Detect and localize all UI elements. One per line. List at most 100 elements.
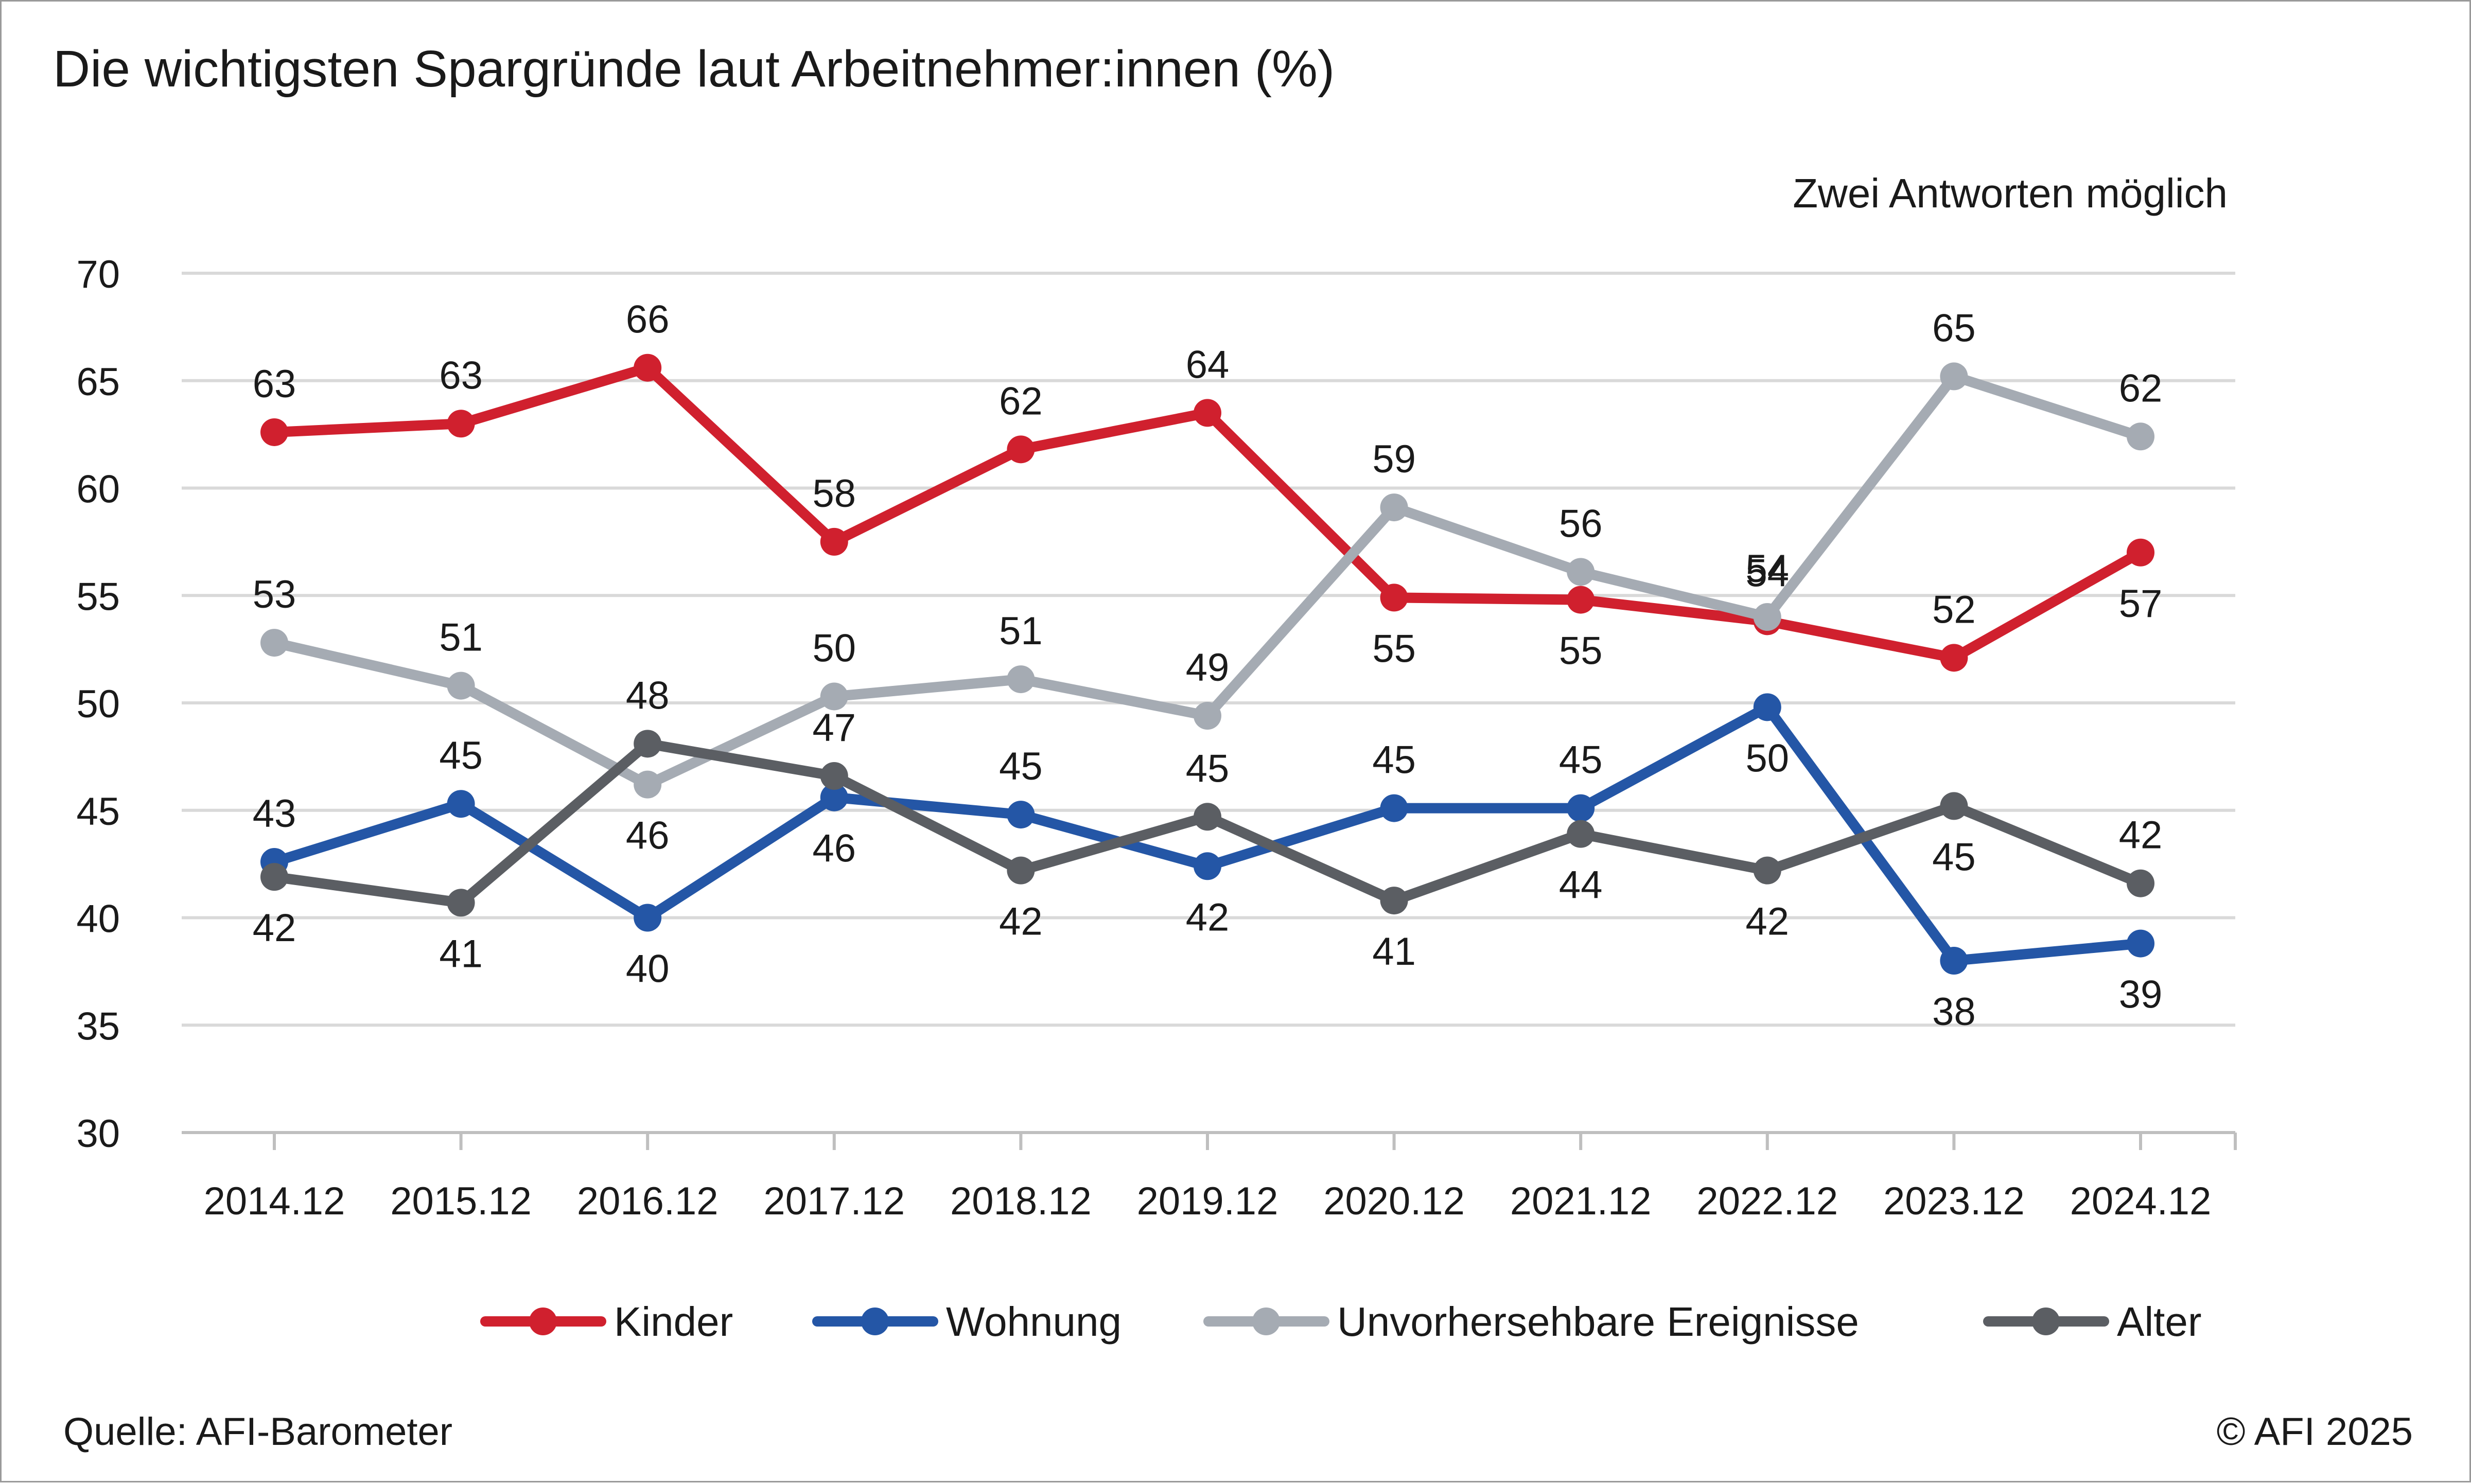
point-alter-2014.12 — [260, 863, 288, 891]
x-axis: 2014.12 2015.12 2016.12 2017.12 2018.12 2019.… — [182, 1131, 2237, 1223]
data-label-unvorhersehbare-ereignisse-2019.12: 49 — [1186, 646, 1230, 690]
x-tick-label-2017.12: 2017.12 — [763, 1179, 905, 1223]
point-kinder-2016.12 — [634, 354, 662, 382]
data-label-alter-2018.12: 42 — [999, 900, 1043, 944]
point-unvorhersehbare-ereignisse-2023.12 — [1940, 362, 1968, 391]
x-tick-label-2020.12: 2020.12 — [1323, 1179, 1465, 1223]
series-points — [260, 354, 2154, 975]
point-kinder-2021.12 — [1567, 586, 1595, 614]
data-label-wohnung-2021.12: 45 — [1559, 738, 1603, 782]
y-tick-label-70: 70 — [76, 253, 120, 296]
data-label-wohnung-2022.12: 50 — [1746, 736, 1790, 780]
point-kinder-2019.12 — [1194, 399, 1221, 427]
data-label-kinder-2020.12: 55 — [1372, 627, 1416, 670]
point-unvorhersehbare-ereignisse-2021.12 — [1567, 558, 1595, 586]
point-alter-2024.12 — [2127, 869, 2154, 897]
point-unvorhersehbare-ereignisse-2014.12 — [260, 629, 288, 657]
y-tick-label-60: 60 — [76, 468, 120, 511]
data-label-unvorhersehbare-ereignisse-2018.12: 51 — [999, 609, 1043, 653]
data-label-wohnung-2018.12: 45 — [999, 745, 1043, 788]
data-label-unvorhersehbare-ereignisse-2014.12: 53 — [253, 573, 296, 616]
legend-marker-alter — [2032, 1308, 2060, 1335]
data-label-wohnung-2023.12: 38 — [1932, 990, 1976, 1034]
legend-label-unvorhersehbare-ereignisse: Unvorhersehbare Ereignisse — [1337, 1299, 1859, 1345]
data-label-alter-2021.12: 44 — [1559, 863, 1603, 907]
x-tick-label-2021.12: 2021.12 — [1510, 1179, 1652, 1223]
point-unvorhersehbare-ereignisse-2022.12 — [1753, 603, 1781, 631]
data-label-kinder-2018.12: 62 — [999, 379, 1043, 423]
data-label-alter-2017.12: 47 — [813, 706, 856, 750]
point-alter-2020.12 — [1380, 887, 1408, 915]
data-label-kinder-2022.12: 54 — [1746, 551, 1790, 595]
point-unvorhersehbare-ereignisse-2020.12 — [1380, 493, 1408, 522]
x-tick-label-2024.12: 2024.12 — [2070, 1179, 2212, 1223]
point-alter-2016.12 — [634, 730, 662, 758]
x-tick-label-2022.12: 2022.12 — [1696, 1179, 1838, 1223]
data-label-alter-2016.12: 48 — [626, 674, 670, 717]
data-label-unvorhersehbare-ereignisse-2015.12: 51 — [439, 616, 483, 660]
point-alter-2017.12 — [820, 762, 848, 790]
data-label-alter-2022.12: 42 — [1746, 900, 1790, 944]
data-label-kinder-2017.12: 58 — [813, 472, 856, 516]
y-tick-label-50: 50 — [76, 682, 120, 726]
x-tick-label-2014.12: 2014.12 — [204, 1179, 345, 1223]
copyright-note: © AFI 2025 — [2217, 1410, 2413, 1454]
point-alter-2018.12 — [1007, 856, 1035, 885]
data-label-wohnung-2017.12: 46 — [813, 827, 856, 871]
point-kinder-2023.12 — [1940, 644, 1968, 672]
point-kinder-2018.12 — [1007, 435, 1035, 464]
point-kinder-2024.12 — [2127, 538, 2154, 567]
chart-subtitle: Zwei Antworten möglich — [1793, 170, 2228, 216]
point-wohnung-2023.12 — [1940, 947, 1968, 975]
data-label-unvorhersehbare-ereignisse-2020.12: 59 — [1372, 437, 1416, 481]
data-label-kinder-2015.12: 63 — [439, 354, 483, 397]
y-axis: 30 35 40 45 50 55 60 65 70 — [76, 253, 120, 1156]
data-label-alter-2024.12: 42 — [2119, 814, 2163, 857]
data-label-unvorhersehbare-ereignisse-2021.12: 56 — [1559, 502, 1603, 545]
legend-marker-unvorhersehbare-ereignisse — [1252, 1308, 1280, 1335]
legend-marker-wohnung — [861, 1308, 889, 1335]
point-alter-2022.12 — [1753, 856, 1781, 885]
point-kinder-2015.12 — [447, 410, 475, 438]
point-alter-2021.12 — [1567, 820, 1595, 848]
point-wohnung-2021.12 — [1567, 794, 1595, 822]
point-wohnung-2016.12 — [634, 904, 662, 932]
data-label-kinder-2014.12: 63 — [253, 362, 296, 406]
data-label-kinder-2019.12: 64 — [1186, 343, 1230, 386]
point-unvorhersehbare-ereignisse-2024.12 — [2127, 422, 2154, 451]
point-wohnung-2022.12 — [1753, 693, 1781, 721]
x-tick-label-2018.12: 2018.12 — [950, 1179, 1092, 1223]
y-tick-label-45: 45 — [76, 790, 120, 834]
x-tick-label-2019.12: 2019.12 — [1137, 1179, 1278, 1223]
data-label-wohnung-2019.12: 42 — [1186, 895, 1230, 939]
point-wohnung-2024.12 — [2127, 929, 2154, 958]
data-label-kinder-2021.12: 55 — [1559, 629, 1603, 673]
point-wohnung-2019.12 — [1194, 852, 1221, 880]
data-label-alter-2015.12: 41 — [439, 932, 483, 976]
point-kinder-2014.12 — [260, 418, 288, 446]
data-label-alter-2014.12: 42 — [253, 906, 296, 950]
point-unvorhersehbare-ereignisse-2016.12 — [634, 770, 662, 799]
data-label-unvorhersehbare-ereignisse-2024.12: 62 — [2119, 366, 2163, 410]
point-unvorhersehbare-ereignisse-2015.12 — [447, 672, 475, 700]
point-unvorhersehbare-ereignisse-2018.12 — [1007, 665, 1035, 694]
y-tick-label-40: 40 — [76, 897, 120, 941]
legend-label-kinder: Kinder — [614, 1299, 733, 1345]
point-unvorhersehbare-ereignisse-2017.12 — [820, 682, 848, 711]
point-wohnung-2020.12 — [1380, 794, 1408, 822]
legend-label-wohnung: Wohnung — [946, 1299, 1121, 1345]
data-label-kinder-2023.12: 52 — [1932, 588, 1976, 631]
data-label-unvorhersehbare-ereignisse-2016.12: 46 — [626, 814, 670, 858]
x-tick-label-2015.12: 2015.12 — [390, 1179, 532, 1223]
point-unvorhersehbare-ereignisse-2019.12 — [1194, 702, 1221, 730]
data-labels: 63 63 66 58 62 64 55 55 54 52 57 43 45 40 46 45 42 45 45 50… — [253, 298, 2163, 1034]
data-label-kinder-2016.12: 66 — [626, 298, 670, 342]
data-label-unvorhersehbare-ereignisse-2017.12: 50 — [813, 626, 856, 670]
y-tick-label-55: 55 — [76, 575, 120, 619]
point-wohnung-2017.12 — [820, 783, 848, 811]
data-label-wohnung-2015.12: 45 — [439, 734, 483, 778]
point-wohnung-2018.12 — [1007, 801, 1035, 829]
legend-label-alter: Alter — [2117, 1299, 2202, 1345]
